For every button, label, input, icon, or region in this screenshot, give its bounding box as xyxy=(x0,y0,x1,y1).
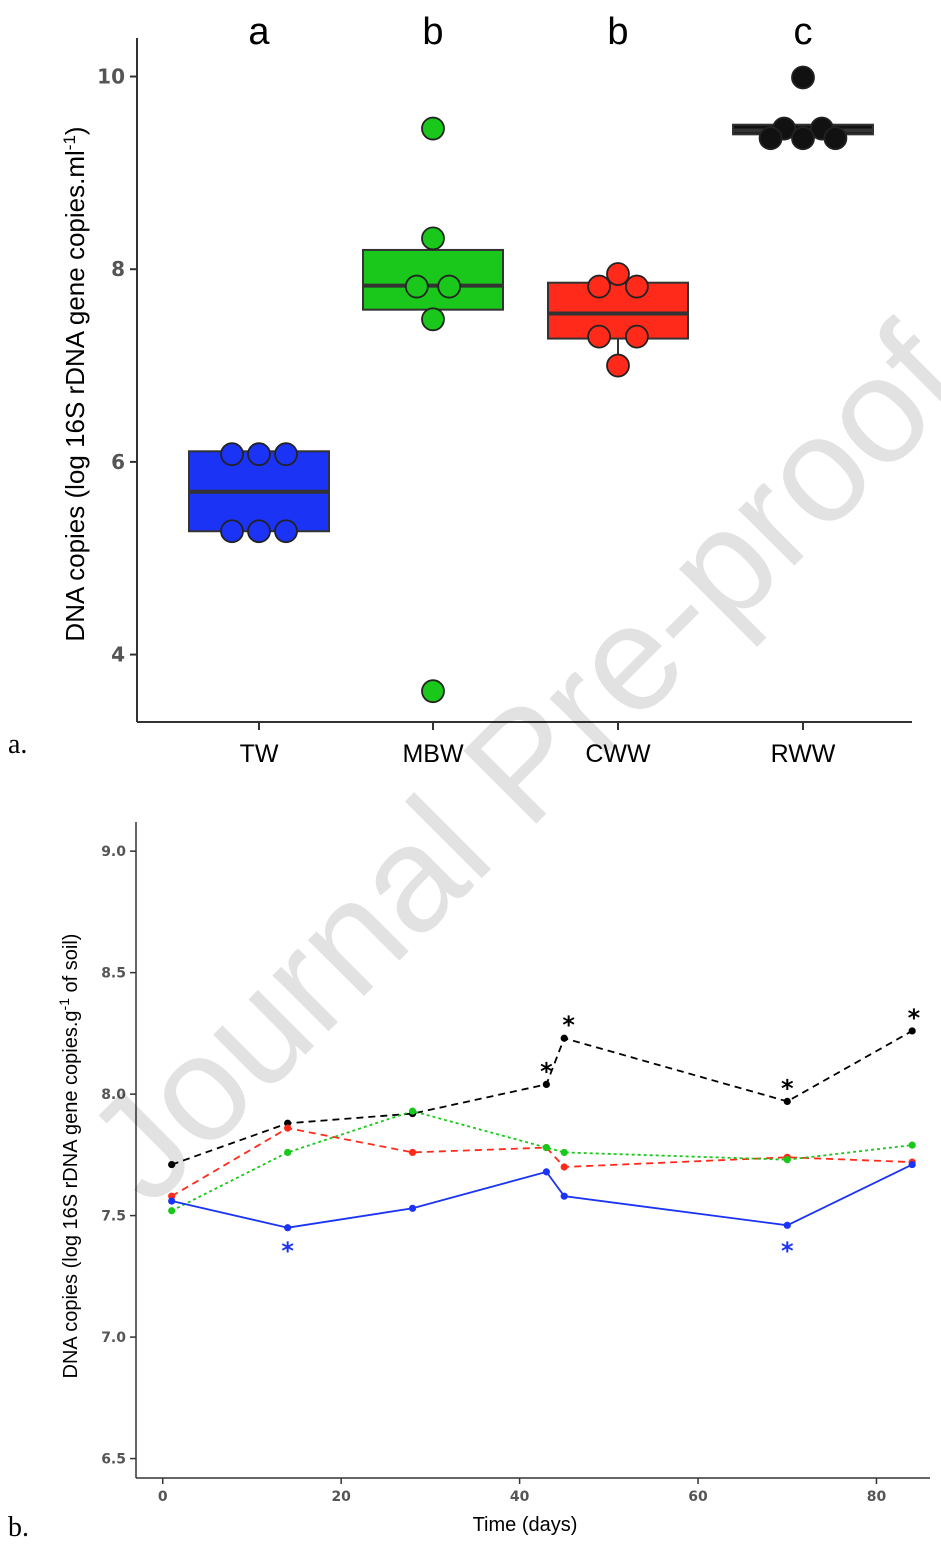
y-tick-label: 4 xyxy=(111,643,125,667)
series-line xyxy=(171,1127,913,1197)
significance-letter: a xyxy=(248,11,270,53)
y-axis-label: DNA copies (log 16S rDNA gene copies.g-1… xyxy=(56,934,82,1379)
series-point xyxy=(542,1080,550,1088)
data-point xyxy=(247,519,271,544)
data-point xyxy=(437,274,462,299)
series-line xyxy=(171,1163,913,1229)
panel-label-b: b. xyxy=(8,1512,29,1543)
y-tick-label: 8 xyxy=(111,257,125,281)
series-point xyxy=(560,1163,568,1171)
series-point xyxy=(560,1148,568,1157)
significance-star: * xyxy=(781,1237,794,1265)
y-axis-label: DNA copies (log 16S rDNA gene copies.ml-… xyxy=(60,126,90,641)
data-point xyxy=(791,65,815,90)
series-line xyxy=(171,1110,913,1212)
significance-star: * xyxy=(281,1237,294,1265)
data-point xyxy=(823,126,848,151)
significance-star: * xyxy=(908,1004,921,1032)
panel-label-a: a. xyxy=(8,729,27,760)
series-point xyxy=(908,1027,916,1035)
y-ticks: 6.5 7.0 7.5 8.0 8.5 9.0 xyxy=(101,844,136,1468)
data-point xyxy=(791,126,815,151)
data-point xyxy=(247,442,271,467)
series-point xyxy=(408,1107,417,1115)
data-point xyxy=(274,519,298,544)
series-point xyxy=(783,1156,791,1164)
x-tick-label: 40 xyxy=(510,1489,530,1505)
series-point xyxy=(408,1148,417,1157)
x-category-label: RWW xyxy=(771,740,836,768)
significance-star: * xyxy=(540,1057,553,1085)
y-tick-label: 8.0 xyxy=(101,1087,126,1103)
significance-star: * xyxy=(781,1074,794,1102)
data-point xyxy=(625,274,649,299)
data-point xyxy=(587,274,611,299)
x-category-label: TW xyxy=(240,740,279,768)
x-tick-label: 80 xyxy=(867,1489,887,1505)
series-point xyxy=(542,1168,550,1176)
significance-star: * xyxy=(562,1011,575,1039)
data-point xyxy=(758,126,783,151)
series-point xyxy=(560,1034,568,1042)
data-point xyxy=(220,442,244,467)
data-point xyxy=(404,274,429,299)
significance-letter: c xyxy=(794,11,813,53)
series-point xyxy=(542,1143,550,1152)
x-categories: TW MBW CWW RWW xyxy=(240,722,836,768)
series-point xyxy=(168,1160,176,1169)
y-tick-label: 8.5 xyxy=(101,966,126,982)
x-tick-label: 0 xyxy=(158,1489,168,1505)
x-ticks: 0 20 40 60 80 xyxy=(158,1478,887,1505)
y-tick-label: 6 xyxy=(111,450,125,474)
data-point xyxy=(606,262,630,286)
series-point xyxy=(284,1124,292,1132)
data-point xyxy=(606,353,630,378)
series-point xyxy=(284,1148,292,1157)
series-point xyxy=(908,1141,916,1149)
data-point xyxy=(274,442,298,467)
x-tick-label: 60 xyxy=(688,1489,708,1505)
data-point xyxy=(421,116,445,141)
series-point xyxy=(408,1204,417,1212)
significance-letter: b xyxy=(422,11,443,53)
series-point xyxy=(783,1097,791,1106)
x-axis-label: Time (days) xyxy=(473,1514,578,1536)
x-category-label: MBW xyxy=(402,740,464,768)
box xyxy=(547,281,689,340)
box-plot-panel: 4 6 8 10 TW MBW CWW RWW a b b c DNA copies (log 1… xyxy=(8,11,912,768)
y-tick-label: 10 xyxy=(97,65,125,89)
data-point xyxy=(625,324,649,349)
x-category-label: CWW xyxy=(585,740,651,768)
y-tick-label: 7.5 xyxy=(101,1209,126,1225)
y-tick-label: 7.0 xyxy=(101,1330,126,1346)
y-tick-label: 9.0 xyxy=(101,844,126,860)
series-point xyxy=(168,1197,176,1205)
box xyxy=(362,248,504,311)
series-point xyxy=(560,1192,568,1200)
data-points xyxy=(220,65,848,704)
x-tick-label: 20 xyxy=(331,1489,351,1505)
data-point xyxy=(421,226,445,251)
series-point xyxy=(284,1224,292,1232)
data-point xyxy=(587,324,611,349)
data-point xyxy=(421,679,445,704)
series-point xyxy=(168,1207,176,1215)
line-chart-panel: 6.5 7.0 7.5 8.0 8.5 9.0 0 20 40 60 80 * * * * * * DNA … xyxy=(8,822,930,1543)
y-tick-label: 6.5 xyxy=(101,1452,126,1468)
series-point xyxy=(783,1221,791,1229)
y-ticks: 4 6 8 10 xyxy=(97,65,137,667)
significance-stars: * * * * * * xyxy=(281,1004,920,1265)
series-point xyxy=(908,1160,916,1169)
data-point xyxy=(220,519,244,544)
significance-letter: b xyxy=(607,11,628,53)
series-lines xyxy=(168,1027,916,1232)
data-point xyxy=(421,307,445,332)
